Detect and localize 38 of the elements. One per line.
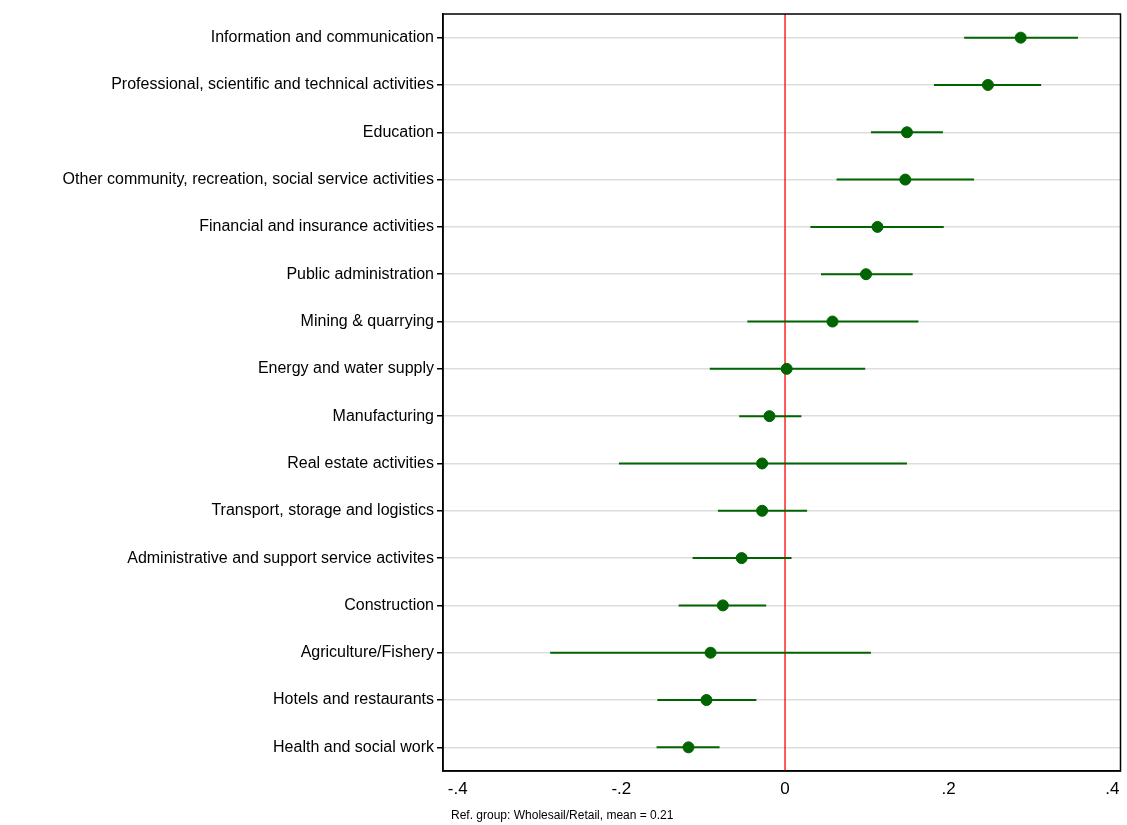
point [1014,31,1027,44]
point [826,315,839,328]
point [900,126,913,139]
y-tick-label: Mining & quarrying [300,311,434,329]
point [899,173,912,186]
y-tick-label: Information and communication [210,28,434,46]
y-tick-label: Other community, recreation, social service activities [62,170,434,187]
point [871,220,884,233]
point [682,741,695,754]
x-tick-label: .4 [1105,778,1120,798]
y-tick-label: Construction [344,595,434,613]
y-tick-label: Manufacturing [332,406,434,424]
x-tick-label: .2 [941,778,956,798]
y-tick-label: Professional, scientific and technical activities [111,75,434,93]
y-tick-label: Administrative and support service activites [127,548,434,566]
x-tick-label: 0 [780,778,790,798]
point [735,552,748,565]
point [780,362,793,375]
y-tick-label: Transport, storage and logistics [211,501,434,519]
x-tick-label: -.2 [611,778,632,798]
y-tick-label: Financial and insurance activities [199,217,434,235]
x-tick-label: -.4 [447,778,468,798]
y-tick-label: Hotels and restaurants [273,690,434,708]
point [716,599,729,612]
point [700,694,713,707]
point [763,410,776,423]
point [756,504,769,517]
y-tick-label: Public administration [286,264,434,282]
point [860,268,873,281]
y-tick-label: Energy and water supply [257,359,434,377]
y-tick-label: Health and social work [273,737,435,755]
point [981,78,994,91]
point [756,457,769,470]
y-tick-label: Agriculture/Fishery [300,643,434,661]
y-tick-label: Real estate activities [287,453,434,471]
y-tick-label: Education [362,122,434,140]
text: Ref. group: Wholesail/Retail, mean = 0.21 [451,808,674,822]
point [704,646,717,659]
